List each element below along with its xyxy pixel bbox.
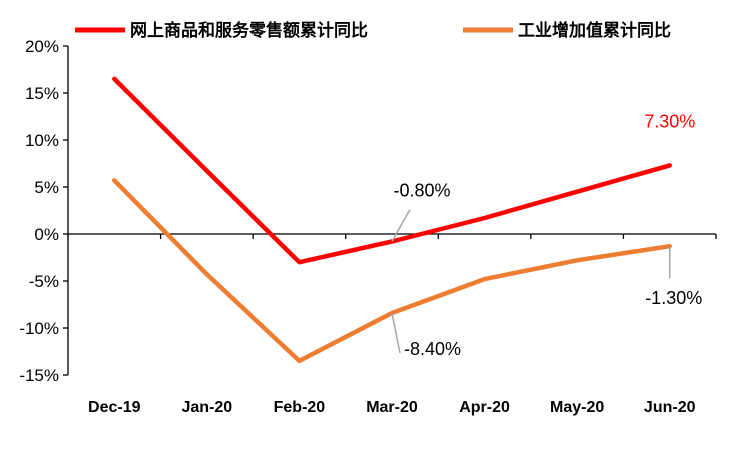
y-tick-label: -5% (29, 272, 59, 291)
legend-label-1: 网上商品和服务零售额累计同比 (130, 20, 368, 40)
annotations: 7.30% -0.80% -8.40% -1.30% (391, 111, 702, 359)
data-label: -8.40% (404, 339, 461, 359)
y-tick-label: 15% (25, 84, 59, 103)
series-line-1 (112, 76, 672, 265)
x-tick-label: Dec-19 (88, 399, 141, 416)
y-tick-label: -15% (19, 366, 59, 385)
data-label: -1.30% (645, 288, 702, 308)
x-axis: Dec-19 Jan-20 Feb-20 Mar-20 Apr-20 May-20 Jun-… (67, 233, 717, 416)
x-tick-label: Jan-20 (182, 399, 233, 416)
y-tick-label: 0% (34, 225, 59, 244)
x-tick-label: Mar-20 (366, 399, 418, 416)
x-tick-label: Feb-20 (274, 399, 326, 416)
legend-label-2: 工业增加值累计同比 (518, 20, 671, 40)
annotation-leader (391, 312, 401, 354)
y-tick-label: 20% (25, 37, 59, 56)
x-tick-label: Apr-20 (459, 399, 510, 416)
y-axis: 20% 15% 10% 5% 0% -5% -10% -15% (19, 37, 69, 385)
y-tick-label: 5% (34, 178, 59, 197)
x-tick-label: May-20 (550, 399, 604, 416)
series-line-2 (112, 178, 672, 364)
data-label: -0.80% (393, 181, 450, 201)
data-label: 7.30% (644, 111, 695, 131)
y-tick-label: -10% (19, 319, 59, 338)
legend: 网上商品和服务零售额累计同比 工业增加值累计同比 (75, 20, 671, 40)
y-tick-label: 10% (25, 131, 59, 150)
series-lines (112, 76, 672, 364)
annotation-leader (391, 209, 411, 242)
x-tick-label: Jun-20 (644, 399, 696, 416)
